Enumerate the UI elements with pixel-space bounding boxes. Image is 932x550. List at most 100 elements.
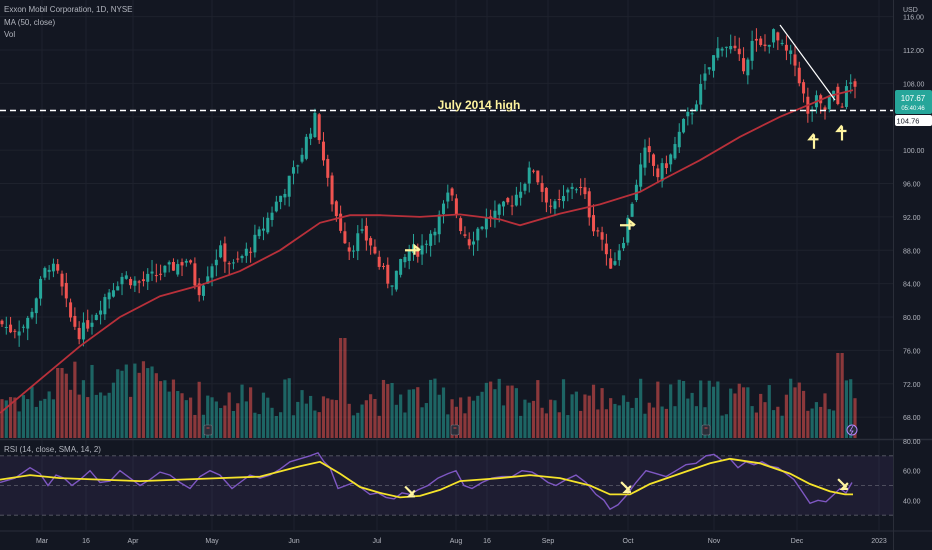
volume-bar-64 xyxy=(274,415,278,438)
candle-body-69 xyxy=(296,165,300,167)
volume-bar-190 xyxy=(814,402,819,438)
candle-body-176 xyxy=(754,38,758,41)
candle-body-68 xyxy=(291,167,295,174)
legend-symbol[interactable]: Exxon Mobil Corporation, 1D, NYSE xyxy=(4,5,133,14)
volume-bar-60 xyxy=(257,414,261,438)
trend-line[interactable] xyxy=(779,24,836,101)
volume-bar-8 xyxy=(34,406,38,438)
legend-vol[interactable]: Vol xyxy=(4,30,15,39)
volume-bar-178 xyxy=(763,402,767,438)
legend-rsi-text: RSI (14, close, SMA, 14, 2) xyxy=(4,445,101,454)
volume-bar-36 xyxy=(154,373,158,438)
candle-body-104 xyxy=(446,192,450,202)
candle-body-70 xyxy=(300,154,304,162)
candle-body-197 xyxy=(844,86,848,107)
legend-rsi[interactable]: RSI (14, close, SMA, 14, 2) xyxy=(4,445,101,454)
candle-body-75 xyxy=(321,141,325,161)
candle-body-123 xyxy=(527,167,531,184)
volume-bar-197 xyxy=(844,380,849,438)
candle-body-32 xyxy=(137,281,141,283)
volume-bar-38 xyxy=(163,380,167,438)
volume-bar-163 xyxy=(699,380,703,438)
candle-body-151 xyxy=(647,146,651,153)
volume-bar-91 xyxy=(390,382,394,438)
candle-body-83 xyxy=(356,233,360,252)
volume-bar-66 xyxy=(283,379,287,438)
candle-body-2 xyxy=(9,324,13,333)
candle-body-158 xyxy=(677,131,681,148)
volume-bar-58 xyxy=(249,387,253,438)
price-tick-12: 116.00 xyxy=(903,15,924,22)
volume-bar-133 xyxy=(570,394,574,438)
candle-body-26 xyxy=(111,290,115,297)
candle-body-7 xyxy=(30,311,34,318)
candle-body-52 xyxy=(223,243,227,262)
volume-bar-199 xyxy=(853,398,857,438)
time-tick-11: Dec xyxy=(791,538,804,545)
volume-bar-6 xyxy=(26,399,30,438)
volume-bar-146 xyxy=(626,401,630,438)
price-tick-11: 112.00 xyxy=(903,48,924,55)
price-tick-6: 92.00 xyxy=(903,215,921,222)
volume-bar-126 xyxy=(540,407,544,438)
volume-bar-74 xyxy=(317,412,321,438)
candle-body-155 xyxy=(664,163,668,169)
volume-bar-63 xyxy=(270,407,274,438)
candle-body-161 xyxy=(690,113,694,115)
volume-bar-22 xyxy=(94,394,98,438)
candle-body-21 xyxy=(90,322,94,327)
candle-body-154 xyxy=(660,163,664,182)
volume-bar-166 xyxy=(711,386,716,438)
candle-body-131 xyxy=(562,196,566,202)
candle-body-63 xyxy=(270,212,274,220)
candle-body-125 xyxy=(536,170,540,183)
time-tick-1: 16 xyxy=(82,538,90,545)
candle-body-107 xyxy=(459,218,463,232)
rsi-axis[interactable]: 40.00 60.00 80.00 xyxy=(903,439,921,505)
price-axis[interactable]: 68.00 72.00 76.00 80.00 84.00 88.00 92.00 96.00… xyxy=(903,15,925,422)
volume-bar-175 xyxy=(750,406,754,438)
volume-bar-53 xyxy=(227,392,231,438)
candle-body-28 xyxy=(120,276,124,285)
legend-ma[interactable]: MA (50, close) xyxy=(4,18,55,27)
candle-body-173 xyxy=(742,58,746,72)
volume-bar-184 xyxy=(789,378,793,438)
volume-bar-93 xyxy=(399,394,403,438)
volume-bar-156 xyxy=(669,384,673,438)
candle-body-48 xyxy=(206,276,210,284)
volume-bar-130 xyxy=(557,412,561,438)
candle-body-102 xyxy=(437,214,441,235)
rsi-lines xyxy=(0,452,853,511)
candle-body-106 xyxy=(454,198,458,216)
candle-body-116 xyxy=(497,204,501,215)
volume-bar-135 xyxy=(579,410,583,438)
candle-body-137 xyxy=(587,191,591,218)
candle-body-157 xyxy=(673,144,677,159)
candle-body-122 xyxy=(523,184,527,191)
volume-bar-144 xyxy=(617,405,621,438)
volume-bar-181 xyxy=(776,406,780,438)
candle-body-167 xyxy=(716,48,720,58)
volume-bar-182 xyxy=(780,415,784,438)
rsi-arrow-0 xyxy=(404,485,416,498)
candle-body-147 xyxy=(630,203,634,217)
time-tick-4: Jun xyxy=(288,538,299,545)
time-axis[interactable]: Mar 16 Apr May Jun Jul Aug 16 Sep Oct Nov Dec 2023 xyxy=(36,538,887,545)
price-arrow-1 xyxy=(620,218,636,230)
candle-body-170 xyxy=(729,46,733,50)
volume-bar-52 xyxy=(223,405,227,438)
candle-body-146 xyxy=(626,217,630,243)
volume-bar-73 xyxy=(313,410,317,438)
volume-bar-54 xyxy=(231,410,236,438)
volume-bar-76 xyxy=(326,398,330,438)
candle-body-36 xyxy=(154,275,158,277)
candle-body-92 xyxy=(394,270,398,290)
annotation-label[interactable]: July 2014 high xyxy=(438,98,521,112)
arrow-annotations[interactable] xyxy=(404,124,849,498)
volume-bar-142 xyxy=(609,398,613,438)
candle-body-117 xyxy=(502,201,506,207)
candle-body-61 xyxy=(261,228,265,231)
event-markers[interactable] xyxy=(203,424,858,436)
